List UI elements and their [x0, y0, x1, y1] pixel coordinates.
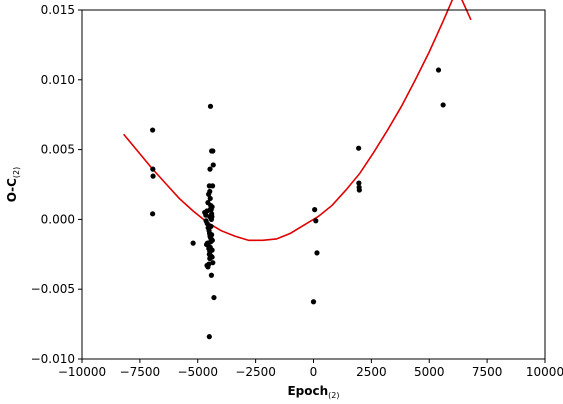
x-tick-label: −5000 [177, 365, 218, 379]
data-point [207, 195, 213, 202]
data-point [310, 299, 317, 305]
data-point [356, 187, 362, 193]
data-point [313, 218, 319, 224]
data-point [207, 207, 213, 213]
data-point [210, 260, 216, 266]
data-point [206, 261, 212, 267]
y-axis-label-sub: (2) [12, 167, 21, 178]
data-point [314, 250, 320, 256]
data-point [210, 162, 216, 168]
data-point [209, 247, 215, 253]
x-axis-label-sub: (2) [328, 391, 339, 400]
data-point [150, 211, 156, 217]
x-axis-label-main: Epoch [287, 384, 328, 398]
data-point [356, 180, 362, 186]
data-point [210, 148, 216, 154]
data-point [203, 212, 209, 218]
x-tick-label: −10000 [58, 365, 106, 379]
x-tick-label: −2500 [235, 365, 276, 379]
y-tick-label: −0.005 [31, 282, 75, 296]
y-axis-label-main: O-C [5, 178, 19, 202]
y-tick-label: −0.010 [31, 352, 75, 366]
y-axis: −0.010 −0.005 0.000 0.005 0.010 0.015 [31, 3, 82, 366]
data-point [209, 254, 215, 260]
data-point [209, 183, 216, 189]
x-tick-label: −7500 [120, 365, 161, 379]
x-axis: −10000 −7500 −5000 −2500 0 2500 5000 7500 10000 [58, 359, 563, 379]
data-point [312, 207, 318, 213]
y-tick-label: 0.000 [41, 212, 75, 226]
y-tick-label: 0.015 [41, 3, 75, 17]
x-tick-label: 5000 [414, 365, 445, 379]
data-point [208, 236, 214, 242]
data-point [356, 145, 362, 151]
data-point [435, 67, 442, 73]
data-point [208, 272, 215, 278]
data-point [440, 102, 446, 108]
data-point [209, 232, 215, 238]
data-point [150, 173, 156, 179]
x-tick-label: 10000 [526, 365, 563, 379]
data-point [207, 103, 214, 109]
y-axis-label: O-C(2) [5, 167, 21, 203]
x-axis-label: Epoch(2) [287, 384, 339, 400]
x-tick-label: 0 [310, 365, 318, 379]
plot-frame [81, 9, 546, 360]
data-point [207, 214, 213, 220]
data-point [204, 220, 210, 227]
data-point [150, 166, 156, 172]
x-tick-label: 7500 [472, 365, 503, 379]
x-tick-label: 2500 [356, 365, 387, 379]
data-point [206, 334, 212, 340]
fit-curve [123, 0, 472, 242]
plot-area [81, 0, 546, 360]
data-point [190, 240, 196, 246]
data-point [211, 294, 217, 301]
y-tick-label: 0.005 [41, 143, 75, 157]
data-point [150, 127, 156, 133]
data-point [207, 188, 213, 195]
data-point [208, 223, 214, 229]
y-tick-label: 0.010 [41, 73, 75, 87]
data-point [207, 166, 213, 172]
